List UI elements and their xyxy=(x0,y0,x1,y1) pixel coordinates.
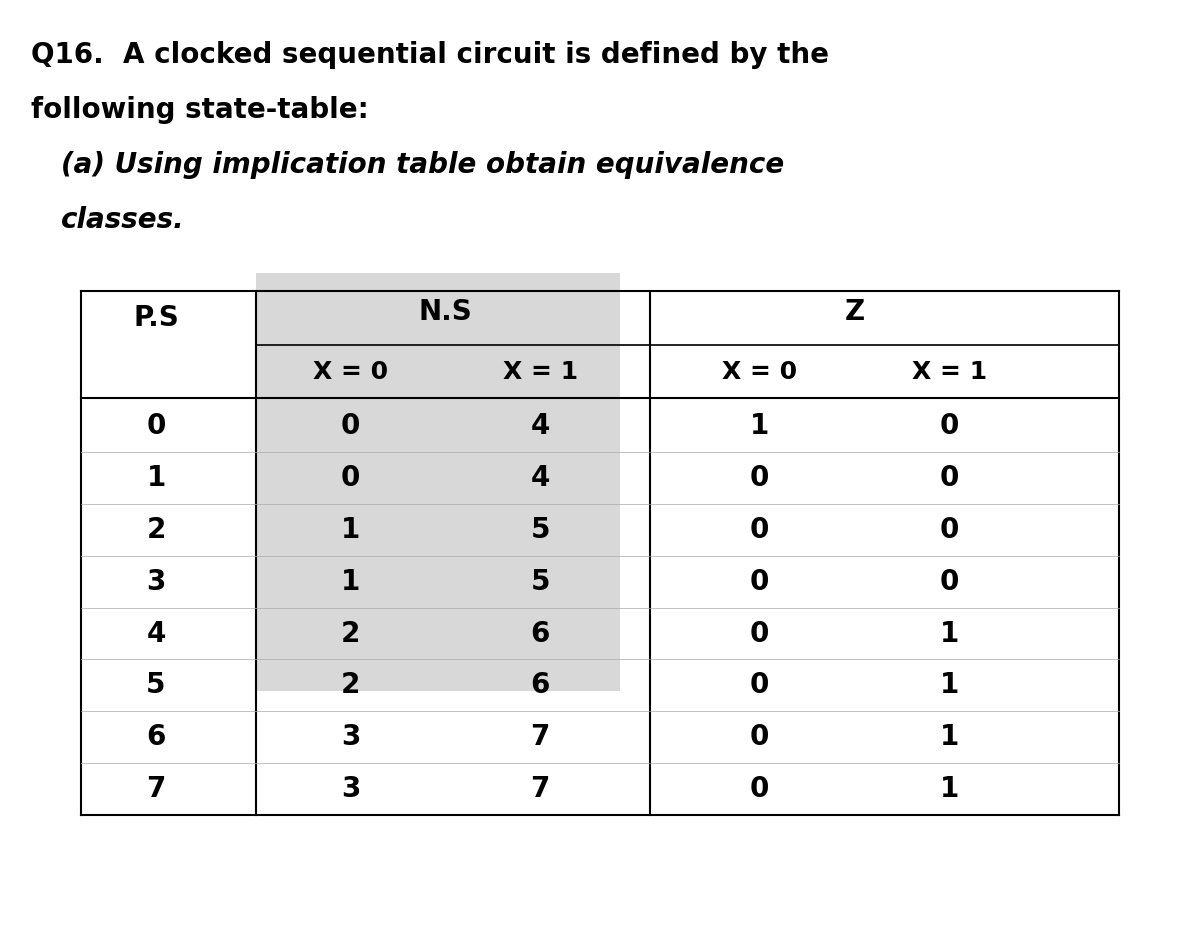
Text: classes.: classes. xyxy=(61,206,185,234)
Text: 1: 1 xyxy=(750,412,769,440)
Text: Z: Z xyxy=(845,298,864,327)
Text: 1: 1 xyxy=(940,775,959,803)
Text: 3: 3 xyxy=(341,723,360,751)
Text: 0: 0 xyxy=(940,412,959,440)
Text: 4: 4 xyxy=(530,464,550,492)
Text: 6: 6 xyxy=(530,672,550,699)
Text: X = 1: X = 1 xyxy=(503,360,577,385)
Text: 0: 0 xyxy=(341,412,360,440)
Text: 0: 0 xyxy=(341,464,360,492)
Text: 0: 0 xyxy=(940,464,959,492)
Text: 1: 1 xyxy=(341,516,360,543)
Text: X = 0: X = 0 xyxy=(722,360,797,385)
Text: following state-table:: following state-table: xyxy=(31,96,370,124)
Text: 0: 0 xyxy=(750,672,769,699)
Text: 2: 2 xyxy=(341,672,360,699)
Text: 0: 0 xyxy=(940,516,959,543)
Text: 1: 1 xyxy=(341,568,360,596)
Text: 6: 6 xyxy=(530,619,550,648)
Text: 4: 4 xyxy=(146,619,166,648)
Text: 0: 0 xyxy=(750,723,769,751)
Text: P.S: P.S xyxy=(133,304,179,332)
Text: 3: 3 xyxy=(341,775,360,803)
Text: X = 0: X = 0 xyxy=(313,360,388,385)
Text: 2: 2 xyxy=(146,516,166,543)
Text: N.S: N.S xyxy=(419,298,473,327)
Text: 0: 0 xyxy=(750,775,769,803)
Text: 5: 5 xyxy=(146,672,166,699)
Text: 0: 0 xyxy=(146,412,166,440)
Text: 2: 2 xyxy=(341,619,360,648)
Text: Q16.  A clocked sequential circuit is defined by the: Q16. A clocked sequential circuit is def… xyxy=(31,41,829,69)
Text: 7: 7 xyxy=(146,775,166,803)
Text: 5: 5 xyxy=(530,516,550,543)
Text: 3: 3 xyxy=(146,568,166,596)
Text: 0: 0 xyxy=(750,516,769,543)
Text: 0: 0 xyxy=(750,619,769,648)
Text: 0: 0 xyxy=(940,568,959,596)
Text: 4: 4 xyxy=(530,412,550,440)
Text: 1: 1 xyxy=(146,464,166,492)
Text: X = 1: X = 1 xyxy=(912,360,986,385)
Text: 1: 1 xyxy=(940,672,959,699)
Text: 1: 1 xyxy=(940,619,959,648)
Text: (a) Using implication table obtain equivalence: (a) Using implication table obtain equiv… xyxy=(61,151,785,179)
Text: 1: 1 xyxy=(940,723,959,751)
Text: 5: 5 xyxy=(530,568,550,596)
Text: 7: 7 xyxy=(530,723,550,751)
Text: 0: 0 xyxy=(750,568,769,596)
Text: 7: 7 xyxy=(530,775,550,803)
Text: 6: 6 xyxy=(146,723,166,751)
Text: 0: 0 xyxy=(750,464,769,492)
FancyBboxPatch shape xyxy=(256,273,620,692)
